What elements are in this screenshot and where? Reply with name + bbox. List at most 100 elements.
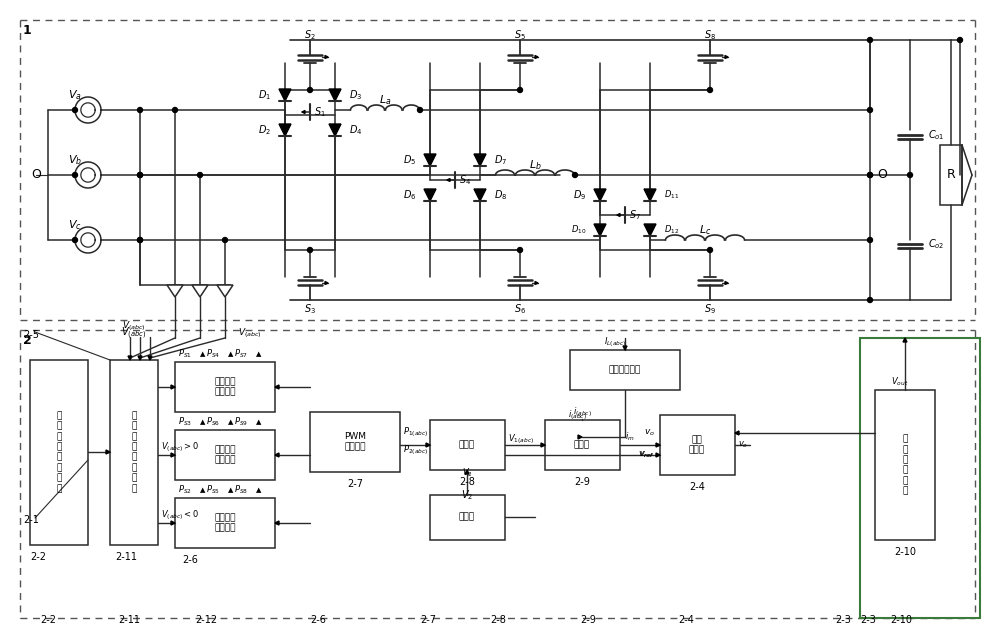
Polygon shape: [735, 431, 739, 435]
Text: $V_{(abc)}$: $V_{(abc)}$: [121, 325, 147, 341]
Circle shape: [418, 107, 422, 112]
Text: $L_a$: $L_a$: [379, 93, 391, 107]
Text: 2-4: 2-4: [689, 482, 705, 492]
Polygon shape: [325, 56, 328, 59]
Text: $P_{2(abc)}$: $P_{2(abc)}$: [403, 443, 428, 457]
Polygon shape: [302, 110, 305, 114]
Polygon shape: [535, 56, 538, 59]
Text: $D_{11}$: $D_{11}$: [664, 189, 679, 201]
Polygon shape: [426, 443, 430, 447]
Text: $D_6$: $D_6$: [403, 188, 416, 202]
Text: $P_{S8}$: $P_{S8}$: [234, 484, 248, 496]
Bar: [30, 360, 88, 545]
Polygon shape: [903, 338, 907, 342]
Polygon shape: [623, 346, 627, 350]
Text: $S_8$: $S_8$: [704, 28, 716, 42]
Text: ▲: ▲: [200, 351, 206, 357]
Polygon shape: [725, 281, 728, 285]
Polygon shape: [474, 189, 486, 201]
Text: 2-7: 2-7: [420, 615, 436, 625]
Text: ▲: ▲: [256, 351, 262, 357]
Text: $D_9$: $D_9$: [573, 188, 586, 202]
Polygon shape: [138, 356, 142, 360]
Circle shape: [868, 297, 872, 302]
Text: 第二驱动
电路模块: 第二驱动 电路模块: [214, 445, 236, 464]
Circle shape: [308, 248, 312, 253]
Circle shape: [518, 248, 522, 253]
Text: $P_{S1}$: $P_{S1}$: [178, 348, 192, 360]
Text: $S_2$: $S_2$: [304, 28, 316, 42]
Polygon shape: [541, 443, 545, 447]
Text: ▲: ▲: [228, 487, 234, 493]
Circle shape: [572, 172, 578, 177]
Text: $P_{S4}$: $P_{S4}$: [206, 348, 220, 360]
Text: $v_{ref}$: $v_{ref}$: [638, 450, 655, 460]
Text: $v_{ref}$: $v_{ref}$: [639, 450, 655, 460]
Circle shape: [868, 172, 872, 177]
Polygon shape: [128, 356, 132, 360]
Text: $L_c$: $L_c$: [699, 223, 711, 237]
Polygon shape: [474, 154, 486, 166]
Text: 积分器: 积分器: [459, 512, 475, 521]
Circle shape: [308, 87, 312, 93]
Text: $D_{12}$: $D_{12}$: [664, 224, 679, 236]
Text: $V_2$: $V_2$: [461, 488, 473, 502]
Text: 1: 1: [23, 24, 32, 37]
Bar: [310, 412, 400, 472]
Text: $v_o$: $v_o$: [644, 427, 655, 438]
Text: $v_o$: $v_o$: [738, 440, 748, 450]
Text: $V_{1(abc)}$: $V_{1(abc)}$: [508, 432, 534, 446]
Polygon shape: [106, 450, 110, 454]
Text: $V_{(abc)}{>}0$: $V_{(abc)}{>}0$: [161, 440, 199, 454]
Polygon shape: [535, 281, 538, 285]
Circle shape: [868, 172, 872, 177]
Polygon shape: [424, 189, 436, 201]
Text: $S_5$: $S_5$: [514, 28, 526, 42]
Circle shape: [708, 87, 712, 93]
Circle shape: [958, 38, 962, 43]
Text: $V_{(abc)}$: $V_{(abc)}$: [238, 326, 262, 340]
Text: $S_3$: $S_3$: [304, 302, 316, 316]
Text: $S_1$: $S_1$: [314, 105, 326, 119]
Circle shape: [138, 237, 143, 242]
Bar: [430, 495, 505, 540]
Text: 输
入
电
压
检
测
模
块: 输 入 电 压 检 测 模 块: [131, 411, 137, 493]
Circle shape: [72, 237, 78, 242]
Text: $i_m$: $i_m$: [625, 431, 635, 443]
Text: $S_4$: $S_4$: [459, 173, 471, 187]
Polygon shape: [325, 281, 328, 285]
Text: 第三驱动
电路模块: 第三驱动 电路模块: [214, 514, 236, 533]
Polygon shape: [279, 124, 291, 136]
Text: 2-10: 2-10: [894, 547, 916, 557]
Polygon shape: [192, 285, 208, 297]
Text: 电感电流采样: 电感电流采样: [609, 366, 641, 375]
Text: 2: 2: [23, 334, 32, 346]
Text: $S_6$: $S_6$: [514, 302, 526, 316]
Text: 2-8: 2-8: [490, 615, 506, 625]
Polygon shape: [217, 285, 233, 297]
Polygon shape: [171, 521, 175, 525]
Polygon shape: [617, 214, 620, 216]
Text: $P_{1(abc)}$: $P_{1(abc)}$: [403, 425, 428, 439]
Text: $I_{L(abc)}$: $I_{L(abc)}$: [604, 335, 626, 349]
Circle shape: [173, 107, 178, 112]
Text: 2-11: 2-11: [118, 615, 140, 625]
Text: $S_9$: $S_9$: [704, 302, 716, 316]
Bar: [175, 498, 275, 548]
Text: $D_{10}$: $D_{10}$: [571, 224, 586, 236]
Bar: [940, 145, 962, 205]
Circle shape: [868, 107, 872, 112]
Polygon shape: [594, 224, 606, 236]
Text: $D_5$: $D_5$: [403, 153, 416, 167]
Text: $D_8$: $D_8$: [494, 188, 507, 202]
Circle shape: [138, 172, 143, 177]
Text: $P_{S2}$: $P_{S2}$: [178, 484, 192, 496]
Bar: [860, 338, 980, 618]
Text: $L_b$: $L_b$: [529, 158, 541, 172]
Text: $D_4$: $D_4$: [349, 123, 362, 137]
Text: R: R: [947, 168, 955, 181]
Text: 2-11: 2-11: [115, 552, 137, 562]
Text: ▲: ▲: [200, 487, 206, 493]
Text: 2-3: 2-3: [835, 615, 851, 625]
Text: ▲: ▲: [228, 419, 234, 425]
